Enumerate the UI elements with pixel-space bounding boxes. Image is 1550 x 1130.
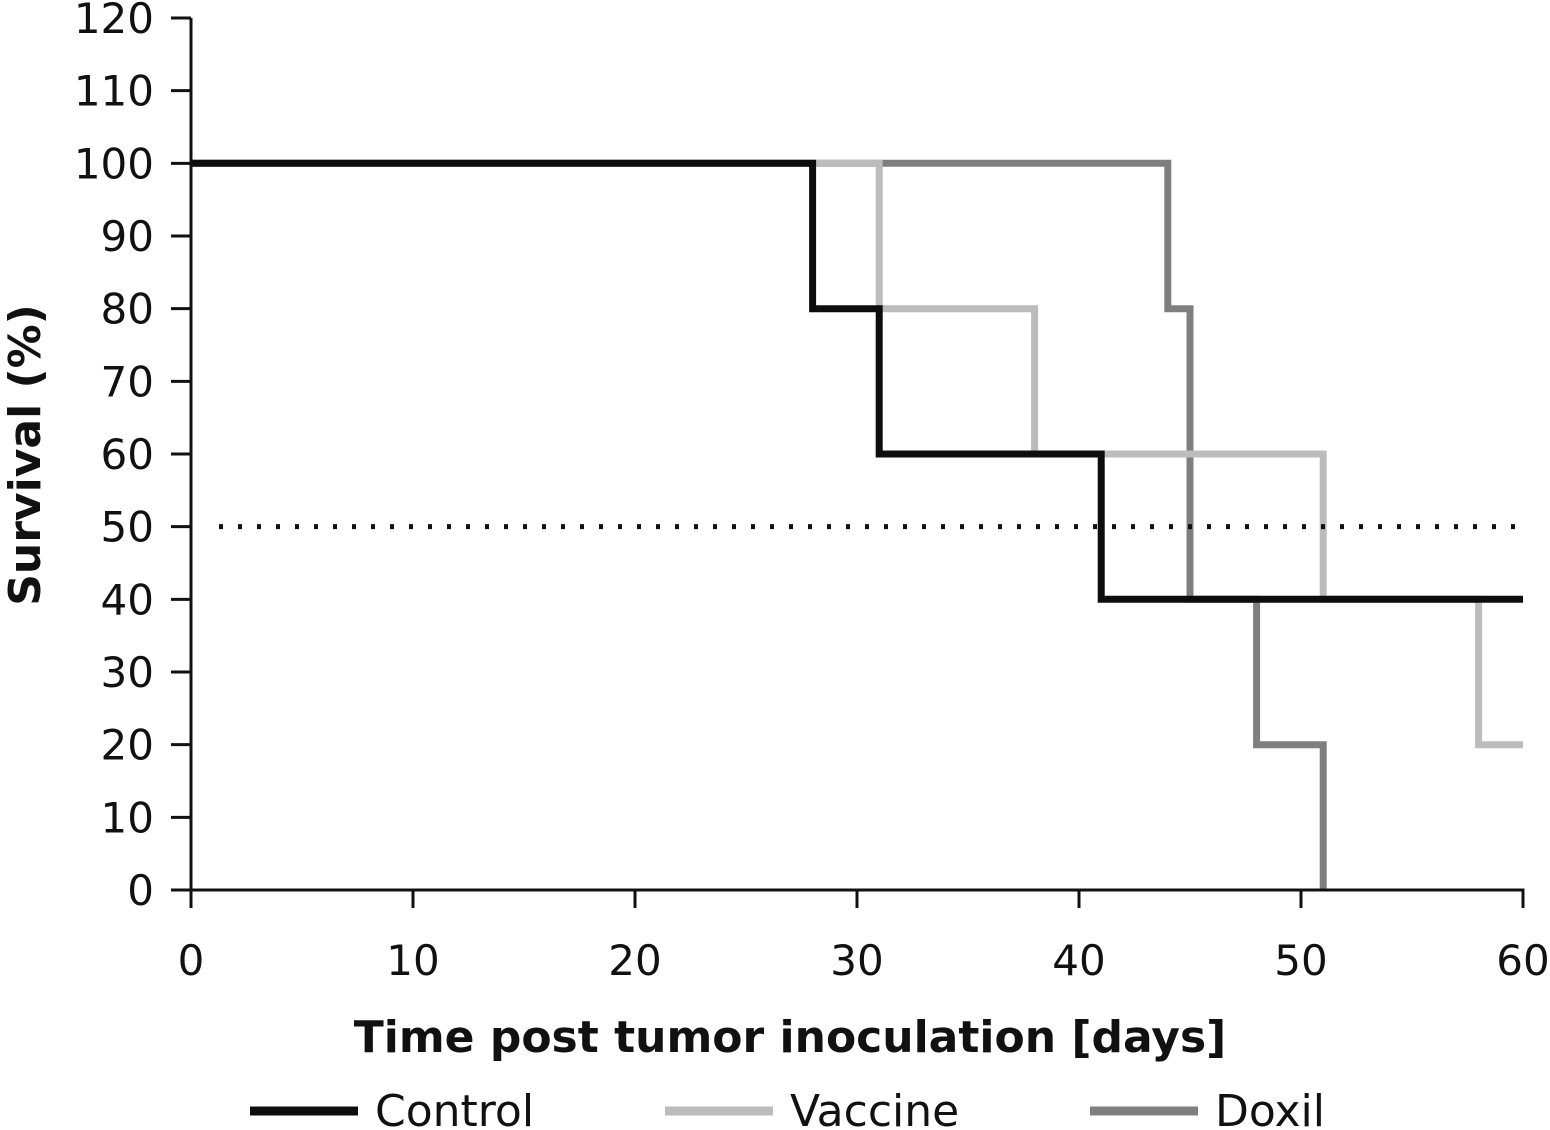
y-tick-label: 80 xyxy=(101,285,154,334)
y-tick-label: 120 xyxy=(74,0,154,43)
legend-label-control: Control xyxy=(375,1086,534,1130)
series-line-control xyxy=(191,159,1523,603)
y-tick-label: 50 xyxy=(101,503,154,552)
y-tick-label: 40 xyxy=(101,575,154,624)
y-tick-label: 110 xyxy=(74,67,154,116)
y-tick-label: 20 xyxy=(101,721,154,770)
y-tick-label: 90 xyxy=(101,212,154,261)
x-tick-label: 40 xyxy=(1052,936,1105,985)
x-tick-label: 10 xyxy=(386,936,439,985)
x-tick-label: 50 xyxy=(1274,936,1327,985)
y-tick-label: 70 xyxy=(101,357,154,406)
series-layer xyxy=(191,159,1523,890)
y-tick-label: 0 xyxy=(127,866,154,915)
y-tick-label: 30 xyxy=(101,648,154,697)
x-tick-label: 30 xyxy=(830,936,883,985)
legend-label-doxil: Doxil xyxy=(1215,1086,1325,1130)
x-tick-label: 60 xyxy=(1496,936,1549,985)
x-tick-label: 0 xyxy=(178,936,205,985)
series-line-vaccine xyxy=(191,159,1523,749)
y-tick-label: 10 xyxy=(101,793,154,842)
legend: Control Vaccine Doxil xyxy=(250,1086,1325,1130)
legend-label-vaccine: Vaccine xyxy=(790,1086,959,1130)
axes: 0 10 20 30 40 50 60 70 80 90 100 110 120 0 10 20 30 40 50 6… xyxy=(74,0,1550,985)
y-axis-title: Survival (%) xyxy=(0,304,51,606)
x-axis-title: Time post tumor inoculation [days] xyxy=(354,1012,1227,1063)
y-tick-label: 60 xyxy=(101,430,154,479)
x-tick-label: 20 xyxy=(608,936,661,985)
y-tick-label: 100 xyxy=(74,139,154,188)
